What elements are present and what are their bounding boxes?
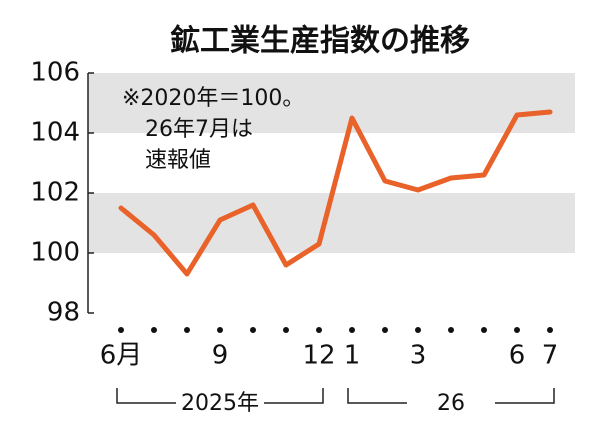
x-tick-dot	[547, 327, 553, 333]
x-tick-dot	[118, 327, 124, 333]
x-tick-dot	[349, 327, 355, 333]
period-label: 26	[437, 391, 465, 416]
period-label: 2025年	[181, 391, 259, 416]
x-tick-dot	[481, 327, 487, 333]
annotation: 速報値	[145, 148, 211, 173]
y-tick-label: 102	[30, 178, 80, 208]
grid-band	[88, 73, 575, 133]
x-tick-label: 9	[212, 341, 229, 371]
x-tick-dot	[151, 327, 157, 333]
y-tick-label: 100	[30, 238, 80, 268]
x-tick-label: 6月	[100, 341, 143, 371]
chart-title: 鉱工業生産指数の推移	[170, 24, 470, 59]
x-tick-dot	[250, 327, 256, 333]
x-tick-dot	[184, 327, 190, 333]
annotation: 26年7月は	[145, 117, 253, 142]
x-tick-dot	[415, 327, 421, 333]
y-tick-label: 106	[30, 58, 80, 88]
x-tick-label: 12	[302, 341, 335, 371]
x-tick-dot	[514, 327, 520, 333]
annotation: ※2020年＝100。	[122, 86, 304, 111]
x-tick-dot	[283, 327, 289, 333]
x-tick-label: 1	[344, 341, 361, 371]
period-bracket	[347, 388, 555, 404]
x-tick-dot	[448, 327, 454, 333]
x-tick-label: 3	[410, 341, 427, 371]
y-tick-label: 104	[30, 118, 80, 148]
y-tick-label: 98	[47, 298, 80, 328]
x-tick-label: 6	[509, 341, 526, 371]
data-line	[118, 109, 553, 277]
x-tick-dot	[316, 327, 322, 333]
x-tick-label: 7	[542, 341, 559, 371]
x-tick-dot	[382, 327, 388, 333]
x-tick-dot	[217, 327, 223, 333]
period-bracket	[116, 388, 324, 404]
